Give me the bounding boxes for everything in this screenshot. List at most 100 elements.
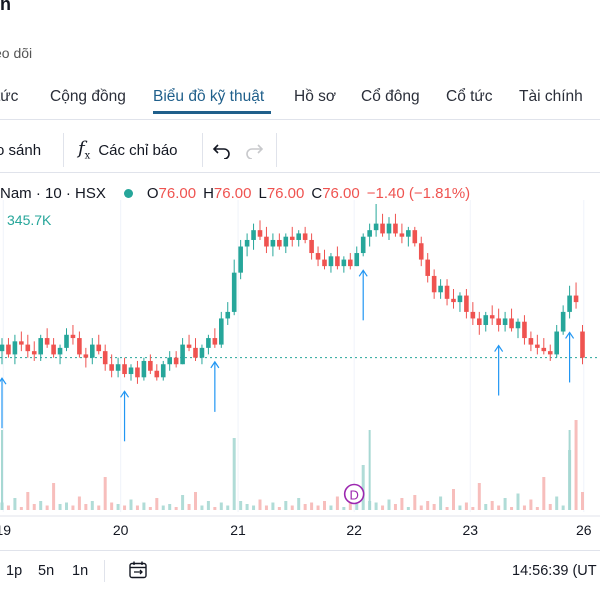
candle-body (96, 344, 102, 352)
volume-bar (284, 501, 288, 510)
x-axis-tick-label: 22 (346, 522, 362, 538)
high-value: 76.00 (213, 184, 252, 202)
volume-bar (329, 505, 333, 510)
high-key: H (203, 184, 214, 202)
candle-body (496, 318, 501, 325)
undo-button[interactable] (212, 127, 232, 173)
symbol-info[interactable]: Nam · 10 · HSX (0, 184, 106, 202)
volume-spike (368, 430, 371, 510)
candle-body (122, 364, 127, 375)
candle-body (418, 243, 424, 260)
candle-body (277, 239, 282, 247)
candle-body (219, 318, 224, 345)
volume-bar (581, 492, 584, 510)
active-tab-indicator (153, 111, 271, 114)
indicators-button[interactable]: fx Các chỉ báo (78, 127, 178, 173)
volume-bar (116, 504, 120, 510)
tab-profile[interactable]: Hồ sơ (294, 88, 337, 105)
redo-button[interactable] (244, 127, 264, 173)
compare-button[interactable]: So sánh (0, 127, 41, 173)
tab-community[interactable]: Cộng đồng (50, 88, 126, 105)
volume-bar (161, 505, 165, 510)
tab-shareholders[interactable]: Cổ đông (361, 88, 420, 105)
candle-body (541, 347, 547, 352)
volume-bar (142, 502, 146, 510)
candle-body (528, 338, 534, 345)
candle-body (296, 233, 301, 240)
tab-dividends[interactable]: Cổ tức (446, 88, 493, 105)
volume-bar (19, 507, 23, 510)
volume-bar (71, 505, 75, 510)
candle-body (193, 347, 198, 358)
candle-body (128, 367, 134, 375)
volume-bar (135, 505, 139, 510)
candle-body (477, 318, 482, 325)
candle-body (515, 321, 521, 329)
volume-bar (381, 505, 385, 510)
candle-body (83, 354, 89, 358)
tab-news[interactable]: tức (0, 88, 19, 105)
calendar-range-icon (129, 561, 147, 579)
candle-body (19, 341, 24, 345)
candle-body (328, 256, 334, 267)
signal-arrow-head (565, 331, 575, 339)
volume-bar (323, 501, 326, 510)
candle-body (12, 341, 18, 355)
undo-icon (212, 144, 230, 159)
signal-arrow-head (358, 269, 368, 277)
dividend-event-marker (343, 483, 365, 505)
candle-body (244, 239, 250, 247)
candle-body (489, 315, 495, 319)
candle-body (135, 367, 140, 378)
dividend-event-label: D (349, 488, 358, 503)
volume-bar (26, 492, 30, 510)
candle-body (470, 311, 476, 319)
candle-body (199, 347, 205, 358)
volume-bar (239, 501, 243, 510)
volume-bar (148, 507, 152, 510)
candlestick-chart[interactable]: D 19 20 21 22 23 26 (0, 200, 600, 550)
low-value: 76.00 (266, 184, 305, 202)
candle-body (322, 259, 327, 267)
signal-arrow-head (0, 377, 7, 385)
volume-value: 345.7K (7, 212, 52, 228)
volume-bar (103, 477, 107, 510)
tab-finance[interactable]: Tài chính (519, 88, 583, 105)
range-5n-button[interactable]: 5n (38, 563, 55, 579)
volume-bar (58, 504, 62, 510)
candle-body (354, 253, 360, 267)
volume-bar (516, 493, 520, 510)
candle-body (44, 338, 50, 345)
volume-bar (213, 507, 217, 510)
volume-bar (6, 505, 10, 510)
tab-technical-chart[interactable]: Biểu đồ kỹ thuật (153, 88, 265, 105)
volume-bar (419, 505, 423, 510)
candle-body (270, 239, 276, 247)
range-1p-button[interactable]: 1p (6, 563, 23, 579)
x-axis-tick-label: 23 (462, 522, 478, 538)
candle-body (315, 253, 321, 260)
volume-bar (374, 502, 378, 510)
candle-body (451, 298, 456, 303)
volume-bar (45, 505, 49, 510)
follow-label[interactable]: eo dõi (0, 45, 33, 61)
volume-bar (232, 438, 236, 510)
candle-body (386, 223, 392, 234)
candle-body (567, 295, 572, 312)
candle-body (31, 351, 37, 355)
candle-body (438, 285, 443, 293)
candle-body (425, 259, 430, 276)
volume-spike (568, 430, 571, 510)
candle-body (102, 351, 108, 365)
volume-bar (290, 505, 294, 510)
fx-icon: fx (78, 138, 91, 162)
volume-bar (406, 507, 410, 510)
volume-bar (477, 483, 481, 510)
range-1n-button[interactable]: 1n (72, 563, 89, 579)
candle-body (154, 370, 160, 378)
volume-bar (355, 504, 359, 510)
volume-bar (123, 505, 127, 510)
date-range-button[interactable] (128, 560, 148, 584)
volume-bar (258, 499, 262, 510)
volume-bar (574, 420, 578, 510)
